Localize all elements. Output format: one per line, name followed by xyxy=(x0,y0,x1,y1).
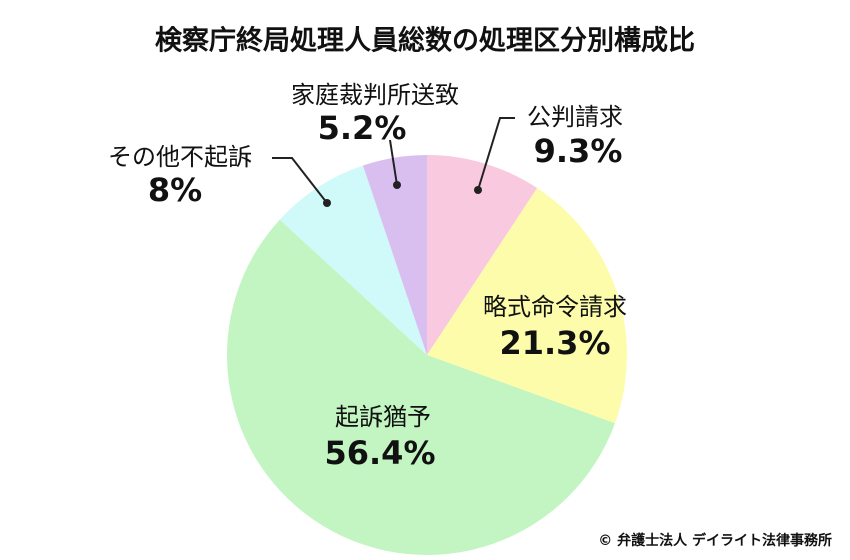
slice-label: その他不起訴 xyxy=(108,143,252,171)
leader-dots xyxy=(323,181,482,207)
slice-label: 公判請求 xyxy=(527,103,623,131)
leader-dot xyxy=(323,199,331,207)
pie-slice xyxy=(279,165,427,355)
slice-label: 起訴猶予 xyxy=(335,403,431,431)
pie-slice xyxy=(226,219,616,555)
slice-value-label: 9.3% xyxy=(534,132,623,170)
slice-value-label: 5.2% xyxy=(318,109,407,147)
slice-label: 略式命令請求 xyxy=(483,293,627,321)
slice-label: 家庭裁判所送致 xyxy=(291,81,459,109)
slice-value-label: 8% xyxy=(148,171,202,209)
pie-slice xyxy=(427,155,538,355)
chart-title: 検察庁終局処理人員総数の処理区分別構成比 xyxy=(155,25,695,57)
pie-slice xyxy=(427,188,627,424)
leader-dot xyxy=(393,181,401,189)
leader-line xyxy=(389,139,398,186)
slice-value-label: 21.3% xyxy=(499,324,610,362)
leader-lines xyxy=(272,117,515,204)
leader-dot xyxy=(474,186,482,194)
slice-value-label: 56.4% xyxy=(324,434,435,472)
leader-line xyxy=(477,117,515,191)
credit: © 弁護士法人 デイライト法律事務所 xyxy=(598,532,832,549)
leader-line xyxy=(272,157,328,204)
pie-slice xyxy=(362,155,427,355)
